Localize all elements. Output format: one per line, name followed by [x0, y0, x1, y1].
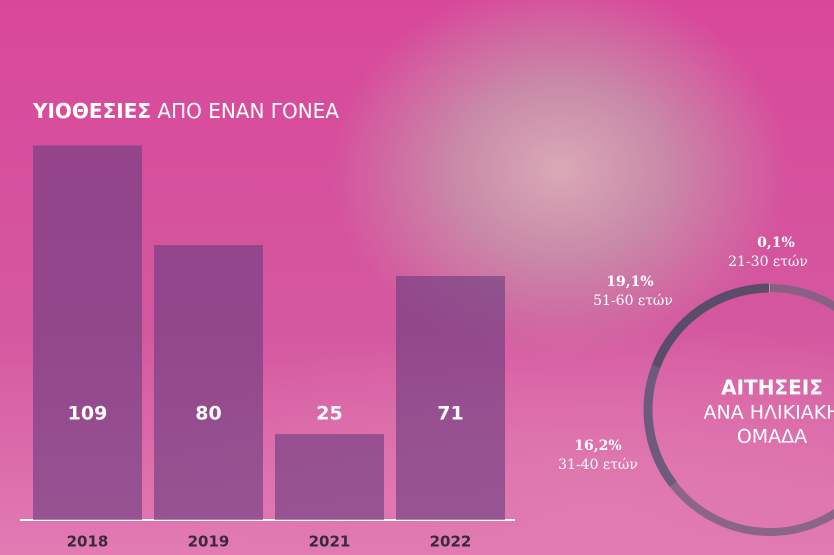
donut-segment: [651, 283, 770, 369]
donut-title: ΑΝΑ ΗΛΙΚΙΑΚΗ: [704, 402, 834, 424]
x-tick-label: 2019: [188, 533, 230, 551]
pie-category-label: 51-60 ετών: [593, 293, 673, 309]
bar: [33, 145, 142, 520]
x-tick-label: 2022: [430, 533, 472, 551]
donut-title: ΑΙΤΗΣΕΙΣ: [721, 376, 823, 400]
donut-title: ΟΜΑΔΑ: [737, 426, 807, 448]
pie-category-label: 31-40 ετών: [558, 457, 638, 473]
pie-value-label: 19,1%: [606, 274, 653, 290]
donut-segment: [643, 364, 677, 487]
bar: [396, 276, 505, 520]
value-label: 80: [195, 403, 221, 425]
title-bold: ΥΙΟΘΕΣΙΕΣ: [32, 99, 151, 123]
title-rest: ΑΠΟ ΕΝΑΝ ΓΟΝΕΑ: [157, 99, 339, 123]
value-label: 109: [68, 403, 108, 425]
pie-value-label: 16,2%: [574, 438, 621, 454]
bar: [275, 434, 384, 520]
value-label: 25: [316, 403, 342, 425]
bar-title: ΥΙΟΘΕΣΙΕΣ ΑΠΟ ΕΝΑΝ ΓΟΝΕΑ: [32, 99, 339, 123]
pie-category-label: 21-30 ετών: [728, 254, 808, 270]
value-label: 71: [437, 403, 463, 425]
pie-value-label: 0,1%: [757, 235, 795, 251]
x-tick-label: 2018: [67, 533, 109, 551]
bar: [154, 245, 263, 520]
x-tick-label: 2021: [309, 533, 351, 551]
